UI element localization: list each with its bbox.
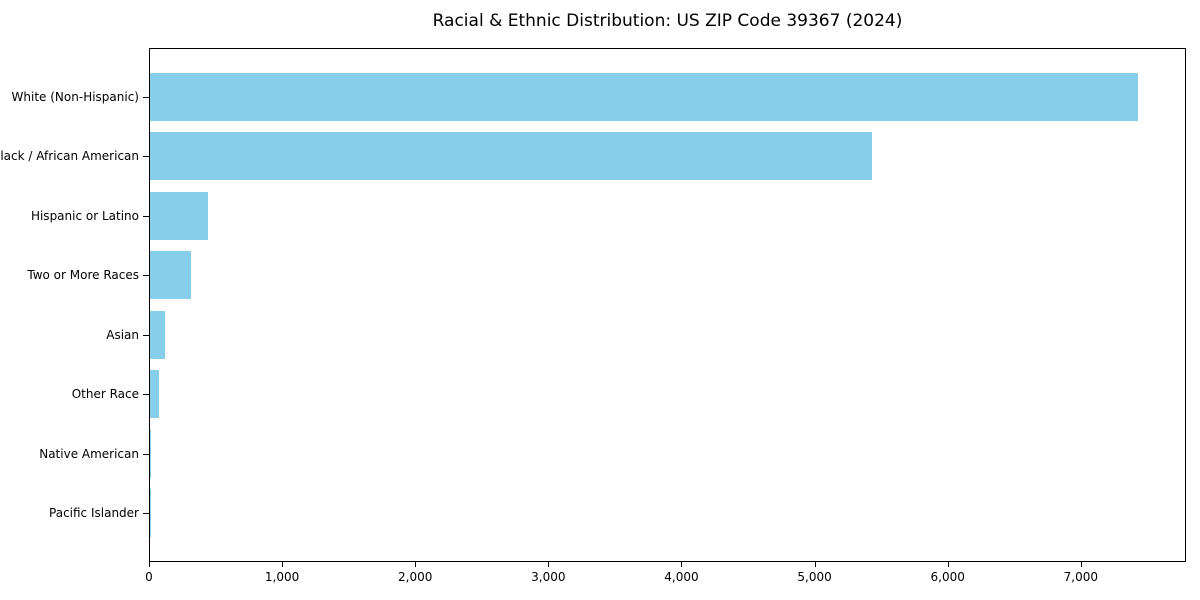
- y-tick-mark: [143, 513, 149, 514]
- x-tick-mark: [814, 562, 816, 567]
- bar: [150, 429, 152, 478]
- bar: [150, 73, 1138, 121]
- x-tick-label: 7,000: [1063, 570, 1098, 584]
- x-tick-mark: [947, 562, 949, 567]
- category-label: Asian: [106, 327, 139, 342]
- x-tick-mark: [415, 562, 417, 567]
- category-label: Black / African American: [0, 149, 139, 164]
- bar: [150, 310, 166, 359]
- x-tick-mark: [1080, 562, 1082, 567]
- x-tick-mark: [681, 562, 683, 567]
- x-tick-label: 6,000: [930, 570, 965, 584]
- bar: [150, 370, 159, 419]
- bar: [150, 251, 191, 300]
- bar: [150, 191, 208, 240]
- x-tick-label: 0: [145, 570, 153, 584]
- plot-area: [149, 48, 1186, 562]
- y-tick-mark: [143, 156, 149, 158]
- x-tick-mark: [548, 562, 550, 567]
- x-tick-label: 4,000: [664, 570, 699, 584]
- x-tick-mark: [282, 562, 284, 567]
- category-label: Pacific Islander: [49, 506, 139, 520]
- x-tick-label: 1,000: [264, 570, 300, 584]
- y-tick-mark: [143, 453, 149, 455]
- category-label: White (Non-Hispanic): [11, 90, 139, 104]
- category-label: Native American: [39, 446, 139, 461]
- bar: [150, 132, 872, 181]
- category-label: Two or More Races: [27, 268, 139, 283]
- category-label: Hispanic or Latino: [30, 208, 139, 223]
- x-tick-mark: [149, 562, 150, 567]
- x-tick-label: 2,000: [398, 570, 433, 584]
- y-tick-mark: [143, 97, 149, 98]
- x-tick-label: 5,000: [797, 570, 832, 584]
- y-tick-mark: [143, 215, 149, 217]
- y-tick-mark: [143, 334, 149, 336]
- y-tick-mark: [143, 394, 149, 396]
- chart-title: Racial & Ethnic Distribution: US ZIP Cod…: [432, 11, 903, 31]
- category-label: Other Race: [71, 387, 139, 402]
- y-tick-mark: [143, 275, 149, 277]
- x-tick-label: 3,000: [531, 570, 566, 584]
